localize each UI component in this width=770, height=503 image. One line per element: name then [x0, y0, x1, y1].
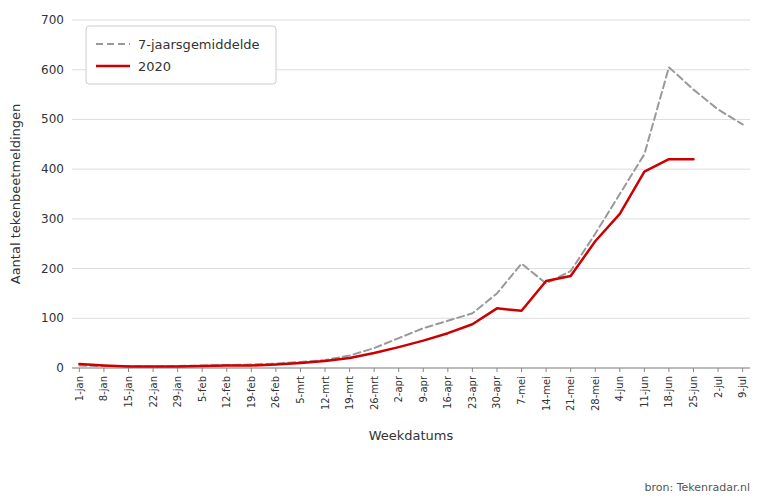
chart: 0 100 200 300 400 500 600 700 1-jan 8-jan 15-jan 22…	[0, 0, 770, 503]
x-tick	[251, 368, 252, 372]
x-tick-label: 29-jan	[172, 376, 183, 408]
x-tick	[718, 368, 719, 372]
x-tick-label: 16-apr	[442, 375, 453, 409]
legend: 7-jaarsgemiddelde 2020	[86, 26, 276, 84]
x-tick	[103, 368, 104, 372]
x-tick-label: 1-jan	[74, 376, 85, 401]
x-tick	[644, 368, 645, 372]
x-tick	[595, 368, 596, 372]
x-tick	[202, 368, 203, 372]
series-line	[79, 67, 742, 366]
x-tick-label: 9-apr	[418, 375, 429, 402]
x-tick	[349, 368, 350, 372]
x-tick	[177, 368, 178, 372]
legend-swatch	[96, 43, 130, 45]
x-tick-label: 26-mrt	[369, 376, 380, 410]
x-tick-label: 8-jan	[98, 376, 109, 401]
grid	[72, 20, 750, 368]
x-tick	[300, 368, 301, 372]
x-tick	[374, 368, 375, 372]
legend-label: 7-jaarsgemiddelde	[138, 37, 260, 52]
x-tick-label: 18-jun	[663, 376, 674, 408]
grid-line	[72, 119, 750, 120]
x-tick-label: 2-jul	[713, 376, 724, 398]
x-tick-label: 5-feb	[197, 376, 208, 402]
x-tick	[693, 368, 694, 372]
grid-line	[72, 20, 750, 21]
x-tick	[546, 368, 547, 372]
legend-frame	[86, 26, 276, 84]
x-tick-label: 12-mrt	[320, 376, 331, 410]
x-tick-label: 12-feb	[221, 376, 232, 408]
x-tick-label: 21-mei	[565, 376, 576, 411]
x-tick-label: 4-jun	[614, 376, 625, 401]
x-tick	[226, 368, 227, 372]
x-tick-label: 11-jun	[639, 376, 650, 408]
x-tick	[472, 368, 473, 372]
x-tick-label: 5-mrt	[295, 376, 306, 404]
x-tick-label: 22-jan	[148, 376, 159, 408]
x-tick	[447, 368, 448, 372]
annotation: bron: Tekenradar.nl	[644, 481, 750, 494]
y-tick-label: 400	[41, 162, 64, 176]
legend-swatch	[96, 65, 130, 68]
grid-line	[72, 218, 750, 219]
y-tick-label: 500	[41, 112, 64, 126]
x-tick	[742, 368, 743, 372]
x-tick	[153, 368, 154, 372]
y-axis-label: Aantal tekenbeetmeldingen	[8, 104, 23, 285]
chart-container: 0 100 200 300 400 500 600 700 1-jan 8-jan 15-jan 22…	[0, 0, 770, 503]
x-axis-label: Weekdatums	[369, 428, 454, 443]
x-tick	[496, 368, 497, 372]
x-tick-label: 9-jul	[737, 376, 748, 398]
y-tick-label: 200	[41, 262, 64, 276]
x-tick	[398, 368, 399, 372]
y-tick-label: 300	[41, 212, 64, 226]
x-tick-label: 28-mei	[590, 376, 601, 411]
x-tick	[521, 368, 522, 372]
x-tick	[128, 368, 129, 372]
x-tick-label: 23-apr	[467, 375, 478, 409]
x-tick-label: 2-apr	[393, 375, 404, 402]
x-tick-label: 14-mei	[541, 376, 552, 411]
grid-line	[72, 318, 750, 319]
x-tick-label: 25-jun	[688, 376, 699, 408]
y-tick-label: 700	[41, 13, 64, 27]
y-tick-label: 600	[41, 63, 64, 77]
x-tick	[275, 368, 276, 372]
x-tick-label: 30-apr	[491, 375, 502, 409]
x-tick	[79, 368, 80, 372]
x-tick-label: 15-jan	[123, 376, 134, 408]
lines	[79, 67, 742, 366]
y-tick-label: 100	[41, 311, 64, 325]
x-tick	[423, 368, 424, 372]
x-tick	[668, 368, 669, 372]
legend-label: 2020	[138, 59, 171, 74]
grid-line	[72, 268, 750, 269]
x-tick	[325, 368, 326, 372]
x-tick-label: 19-mrt	[344, 376, 355, 410]
x-tick-label: 19-feb	[246, 376, 257, 408]
y-tick-label: 0	[56, 361, 64, 375]
x-tick-label: 7-mei	[516, 376, 527, 405]
x-tick	[570, 368, 571, 372]
series-line	[79, 159, 693, 366]
x-tick	[619, 368, 620, 372]
x-tick-label: 26-feb	[270, 376, 281, 408]
